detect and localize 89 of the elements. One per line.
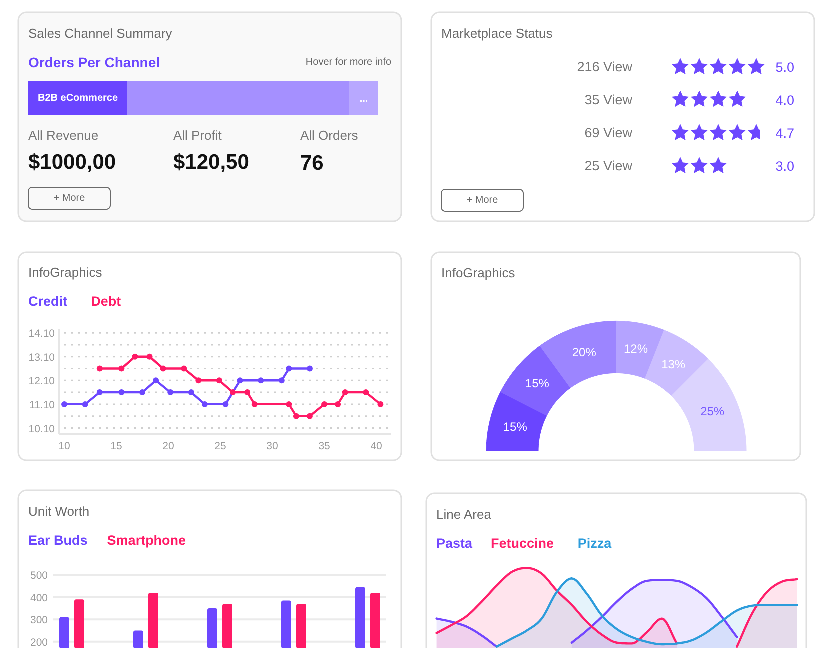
point bbox=[140, 390, 146, 396]
point bbox=[335, 401, 342, 408]
text: 69 View bbox=[584, 126, 633, 141]
point bbox=[118, 390, 125, 396]
point bbox=[222, 401, 229, 408]
text: Credit bbox=[28, 294, 68, 309]
text: Smartphone bbox=[107, 533, 187, 548]
x-tick-label: 10 bbox=[58, 440, 70, 452]
text: 216 View bbox=[577, 60, 633, 75]
x-tick-label: 40 bbox=[370, 440, 383, 452]
point bbox=[196, 378, 202, 384]
text: ... bbox=[360, 94, 368, 105]
point bbox=[153, 378, 160, 384]
text: + More bbox=[466, 195, 499, 206]
data-label: 4.7 bbox=[776, 126, 795, 142]
y-tick-label: 12.10 bbox=[28, 376, 56, 388]
text: 25 View bbox=[584, 158, 633, 174]
chart-title: Unit Worth bbox=[28, 504, 90, 519]
text: $120,50 bbox=[174, 151, 250, 174]
x-tick-label: 35 bbox=[318, 440, 331, 452]
point bbox=[306, 366, 313, 372]
point bbox=[286, 366, 292, 372]
text: Pizza bbox=[578, 536, 612, 551]
data-label: 5.0 bbox=[776, 60, 795, 76]
point bbox=[258, 378, 264, 384]
data-label: 15% bbox=[525, 376, 550, 391]
text: B2B eCommerce bbox=[38, 93, 118, 104]
point bbox=[82, 401, 88, 408]
point bbox=[96, 366, 103, 372]
point bbox=[168, 390, 174, 396]
text: Orders Per Channel bbox=[28, 54, 160, 70]
text: Pasta bbox=[436, 536, 474, 551]
chart-title: InfoGraphics bbox=[28, 265, 103, 280]
chart-title: Line Area bbox=[436, 507, 492, 522]
point bbox=[237, 378, 244, 384]
point bbox=[118, 366, 125, 372]
point bbox=[378, 401, 384, 408]
text: Sales Channel Summary bbox=[28, 26, 173, 41]
text: All Orders bbox=[300, 128, 359, 143]
text: Hover for more info bbox=[306, 57, 392, 68]
y-tick-label: 500 bbox=[30, 570, 48, 582]
text: + More bbox=[54, 193, 86, 204]
data-label: 3.0 bbox=[776, 159, 795, 174]
y-tick-label: 11.10 bbox=[30, 399, 56, 412]
y-tick-label: 13.10 bbox=[28, 352, 56, 364]
x-tick-label: 25 bbox=[214, 440, 227, 452]
point bbox=[342, 390, 348, 396]
text: All Profit bbox=[174, 128, 222, 143]
point bbox=[230, 390, 236, 396]
point bbox=[216, 378, 222, 384]
data-label: 20% bbox=[572, 345, 597, 360]
x-tick-label: 20 bbox=[162, 440, 175, 452]
point bbox=[202, 401, 208, 408]
text: $1000,00 bbox=[28, 151, 116, 174]
y-tick-label: 200 bbox=[30, 636, 48, 648]
point bbox=[363, 390, 370, 396]
text: Ear Buds bbox=[28, 533, 88, 548]
y-tick-label: 14.10 bbox=[28, 328, 56, 340]
point bbox=[188, 390, 194, 396]
y-tick-label: 300 bbox=[30, 614, 48, 627]
series-label: Fetuccine bbox=[491, 536, 555, 551]
data-label: 25% bbox=[700, 404, 725, 418]
chart-title: InfoGraphics bbox=[442, 266, 516, 280]
point bbox=[244, 390, 251, 396]
text: 76 bbox=[300, 152, 324, 175]
point bbox=[278, 378, 285, 384]
point bbox=[160, 366, 166, 372]
point bbox=[181, 366, 188, 372]
text: 35 View bbox=[584, 92, 633, 108]
point bbox=[62, 401, 68, 408]
x-tick-label: 15 bbox=[110, 440, 123, 452]
data-label: 15% bbox=[503, 420, 528, 434]
text: Marketplace Status bbox=[442, 26, 554, 41]
point bbox=[96, 390, 103, 396]
point bbox=[146, 354, 153, 360]
point bbox=[286, 401, 292, 408]
point bbox=[306, 413, 313, 420]
point bbox=[293, 413, 300, 420]
data-label: 4.0 bbox=[776, 92, 795, 108]
point bbox=[132, 354, 138, 360]
y-tick-label: 400 bbox=[30, 592, 48, 604]
data-label: 13% bbox=[662, 357, 686, 372]
data-label: 12% bbox=[624, 342, 648, 356]
text: All Revenue bbox=[28, 128, 99, 143]
x-tick-label: 30 bbox=[266, 440, 279, 452]
text: Debt bbox=[91, 294, 122, 309]
point bbox=[322, 401, 328, 408]
y-tick-label: 10.10 bbox=[28, 423, 56, 436]
point bbox=[252, 401, 258, 408]
